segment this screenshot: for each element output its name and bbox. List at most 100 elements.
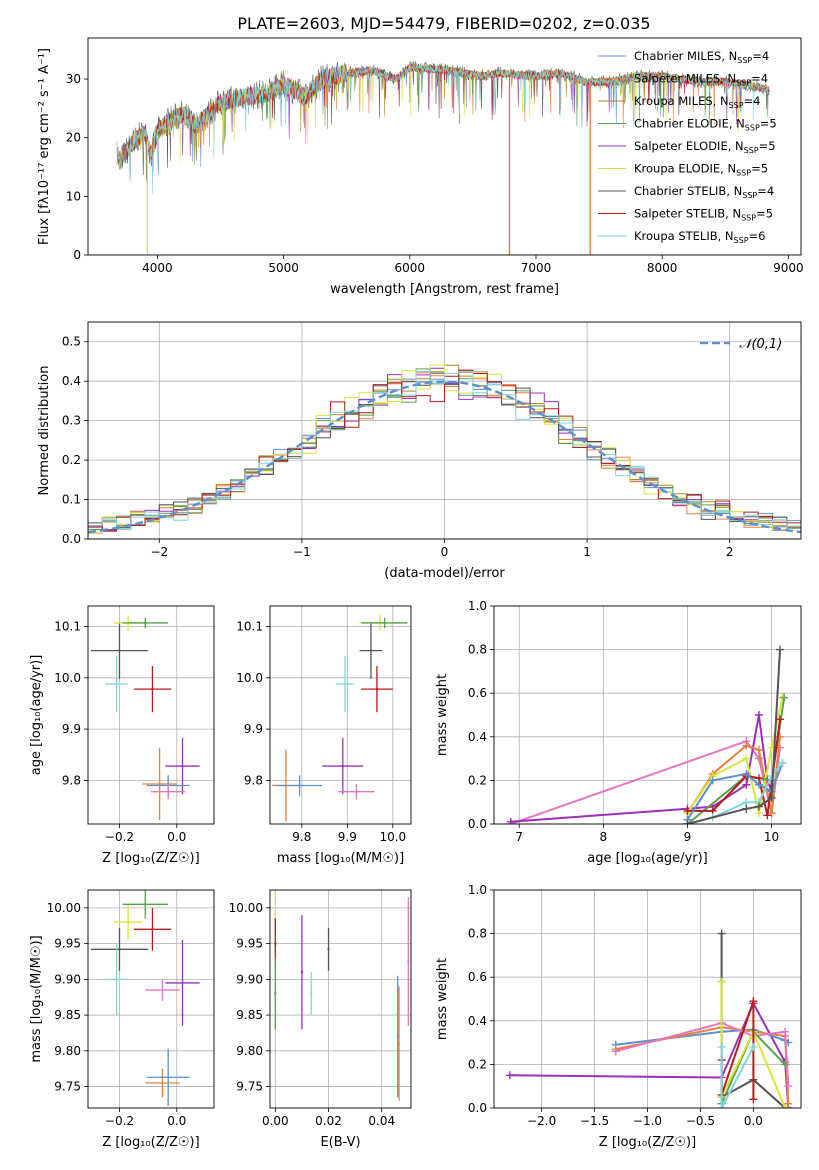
weight-marker [763,811,772,820]
legend-entry: 𝒩(0,1) [739,337,782,352]
y-tick-label: 10.0 [54,671,81,685]
y-axis-label: mass weight [435,674,450,756]
weight-marker [742,741,751,750]
y-tick-label: 9.9 [244,722,263,736]
x-tick-label: −0.2 [105,1114,134,1128]
y-tick-label: 30 [66,72,81,86]
x-axis-label: Z [log₁₀(Z/Z☉)] [599,1135,696,1150]
age-vs-metallicity-panel: −0.2 0.0 9.8 9.9 10.0 10.1 Z [log₁₀(Z/Z☉)] age … [29,605,215,866]
x-tick-label: 0.02 [315,1114,342,1128]
x-tick-label: 2 [726,545,734,559]
y-axis-label: mass [log₁₀(M/M☉)] [29,935,44,1062]
y-tick-label: 0 [73,248,81,262]
x-tick-label: −2.0 [527,1114,556,1128]
weight-marker [505,1071,514,1080]
y-tick-label: 0.8 [468,643,487,657]
data-point [158,782,161,786]
x-axis-label: age [log₁₀(age/yr)] [587,851,708,866]
weight-marker [717,1104,726,1108]
data-point [118,649,121,652]
data-point [343,682,347,686]
legend-entry: Chabrier MILES, NSSP=4 [634,49,769,65]
y-tick-label: 0.2 [468,773,487,787]
data-point [274,992,277,995]
y-tick-label: 10.00 [47,901,81,915]
legend-entry: Kroupa STELIB, NSSP=6 [634,229,765,245]
x-tick-label: 8 [600,830,608,844]
histogram-series [88,369,801,535]
legend-entry: Kroupa MILES, NSSP=4 [634,94,760,110]
weight-marker [754,711,763,719]
y-tick-label: 0.1 [62,493,81,507]
x-tick-label: −1 [293,545,311,559]
data-point [115,682,118,686]
legend-entry: Salpeter ELODIE, NSSP=5 [634,139,776,155]
y-axis-label: Flux [fλ10⁻¹⁷ erg cm⁻² s⁻¹ A⁻¹] [37,48,52,245]
data-point [161,1081,164,1085]
weight-vs-age-panel: 7 8 9 10 0.0 0.2 0.4 0.6 0.8 1.0 age [log₁₀(age/yr… [435,599,802,866]
plot-frame [87,321,802,540]
legend-entry: Salpeter STELIB, NSSP=5 [634,207,773,223]
weight-marker [742,804,751,813]
x-tick-label: 7 [515,830,523,844]
y-tick-label: 9.80 [236,1044,263,1058]
x-tick-label: 9 [684,830,692,844]
y-tick-label: 0.2 [62,453,81,467]
y-axis-label: Normed distribution [37,366,52,496]
y-tick-label: 10.1 [236,620,263,634]
weight-marker [683,820,692,824]
y-tick-label: 9.8 [62,773,81,787]
x-axis-label: Z [log₁₀(Z/Z☉)] [102,1135,199,1150]
y-tick-label: 0.8 [468,927,487,941]
plot-frame [493,605,802,825]
weight-series-line [720,981,787,1108]
y-tick-label: 0.4 [468,730,487,744]
weight-marker [754,780,763,789]
x-tick-label: −1.0 [633,1114,662,1128]
weight-marker [767,809,776,818]
y-axis-label: age [log₁₀(age/yr)] [29,655,44,776]
data-point [144,903,147,906]
data-point [383,621,386,625]
weight-marker [754,802,763,811]
data-point [375,687,379,691]
weight-series-line [720,1000,755,1100]
mass-vs-ebv-panel: 0.00 0.02 0.04 9.75 9.80 9.85 9.90 9.95 10.00 E(B… [229,889,412,1150]
weight-marker [742,754,751,763]
x-tick-label: −1.5 [580,1114,609,1128]
data-point [327,948,330,951]
spectrum-panel: 4000 5000 6000 7000 8000 9000 0 10 20 30 wavelengt… [37,37,804,297]
weight-marker [781,1104,790,1108]
age-vs-mass-panel: 9.8 9.9 10.0 9.8 9.9 10.0 10.1 mass [log₁₀(M/M☉… [236,605,412,866]
y-tick-label: 0.0 [468,817,487,831]
weight-marker [717,929,726,938]
weight-marker [717,1042,726,1051]
data-point [181,981,184,985]
weight-series-line [686,697,784,814]
y-tick-label: 10.1 [54,620,81,634]
x-tick-label: 9.9 [338,830,357,844]
x-tick-label: −0.2 [105,830,134,844]
y-tick-label: 0.3 [62,414,81,428]
weight-series-line [615,1026,790,1104]
x-tick-label: 0.0 [744,1114,763,1128]
normal-reference-curve [87,380,802,534]
data-point [341,764,344,768]
data-point [300,970,304,974]
x-tick-label: 0.0 [167,1114,186,1128]
weight-marker [784,1082,793,1091]
figure-title: PLATE=2603, MJD=54479, FIBERID=0202, z=0… [237,14,650,33]
y-tick-label: 9.85 [54,1008,81,1022]
weight-marker [717,977,726,986]
plot-frame [269,889,412,1109]
weight-marker [742,769,751,778]
data-point [397,1042,401,1045]
data-point [166,790,170,793]
weight-marker [784,1099,793,1108]
x-tick-label: 10.0 [379,830,406,844]
residual-histogram-panel: −2 −1 0 1 2 0.0 0.1 0.2 0.3 0.4 0.5 (data-model)/er… [37,321,802,581]
plot-frame [87,889,215,1109]
data-point [166,1076,170,1079]
data-point [369,649,373,652]
weight-series-line [720,1046,755,1108]
